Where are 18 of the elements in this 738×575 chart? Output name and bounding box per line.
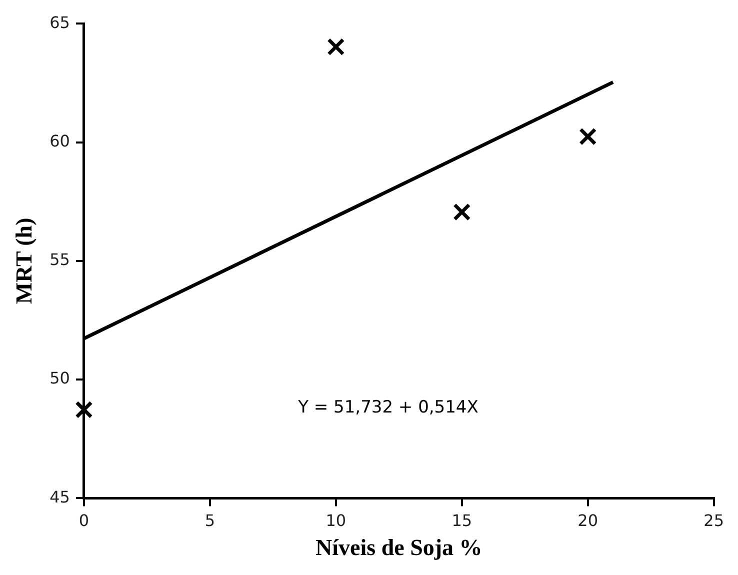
y-tick-label: 45 xyxy=(50,487,70,506)
x-tick-label: 20 xyxy=(578,510,598,530)
point xyxy=(579,128,597,146)
y-tick-label: 50 xyxy=(50,368,70,388)
y-tick-label: 60 xyxy=(50,131,70,150)
y-tick-label: 65 xyxy=(50,12,70,32)
point xyxy=(327,38,345,56)
y-tick-label: 55 xyxy=(50,250,70,270)
x-tick-label: 25 xyxy=(704,510,724,530)
point xyxy=(75,400,93,419)
x-tick-label: 15 xyxy=(452,510,472,530)
y-axis-title: MRT (h) xyxy=(12,218,37,304)
x-tick-label: 10 xyxy=(326,510,346,530)
annotation: Y = 51,732 + 0,514X xyxy=(297,397,479,418)
x-tick-label: 0 xyxy=(78,510,90,530)
x-tick-label: 5 xyxy=(204,510,216,530)
x-axis-title: Níveis de Soja % xyxy=(316,535,482,560)
point xyxy=(453,203,471,221)
